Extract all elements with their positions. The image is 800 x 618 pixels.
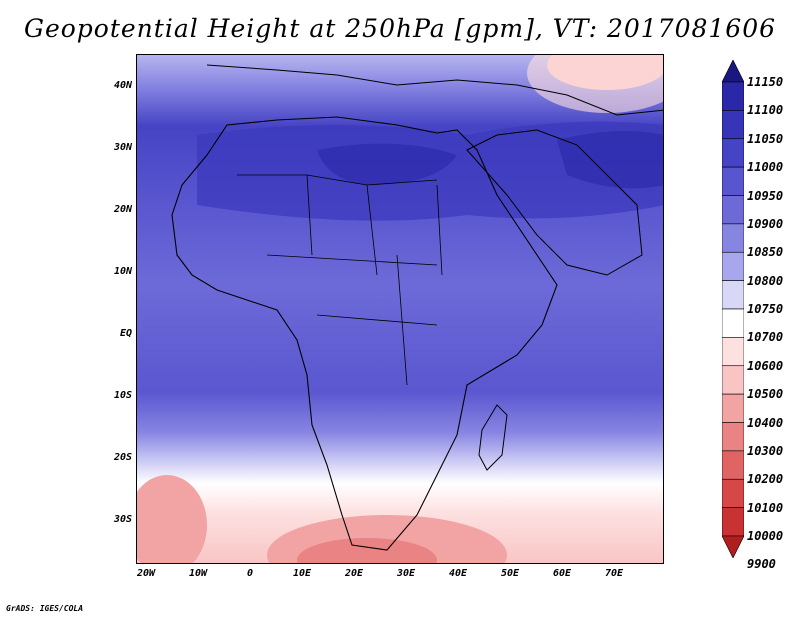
- low-north-outer: [527, 55, 663, 113]
- colorbar-label: 10950: [747, 188, 784, 203]
- colorbar-swatch: [722, 422, 744, 452]
- high-core-sahara: [317, 143, 457, 185]
- colorbar-swatch: [722, 365, 744, 395]
- colorbar-label: 10000: [747, 529, 784, 543]
- map-title: Geopotential Height at 250hPa [gpm], VT:…: [23, 14, 777, 43]
- colorbar-label: 10200: [747, 472, 784, 487]
- lon-label: 70E: [604, 568, 624, 579]
- colorbar-label: 10700: [747, 330, 784, 345]
- low-southwest: [137, 475, 207, 563]
- lat-label: 10S: [113, 390, 132, 401]
- low-south-core: [297, 538, 437, 563]
- colorbar-swatch: [722, 280, 744, 310]
- colorbar-label: 10850: [747, 245, 784, 260]
- colorbar-swatch: [722, 308, 744, 338]
- lon-label: 40E: [448, 568, 468, 579]
- colorbar-swatch: [722, 251, 744, 281]
- lat-label: EQ: [119, 328, 132, 339]
- height-field: [137, 55, 663, 563]
- lat-label: 40N: [113, 80, 132, 91]
- colorbar-swatch: [722, 337, 744, 367]
- africa-coastline: [171, 116, 558, 551]
- lat-label: 30N: [113, 142, 132, 153]
- arabia-coastline: [466, 129, 643, 276]
- colorbar-label: 11050: [747, 131, 784, 146]
- lon-label: 50E: [500, 568, 520, 579]
- colorbar-label: 11150: [747, 75, 784, 89]
- colorbar-swatch: [722, 223, 744, 253]
- colorbar-label: 11100: [747, 103, 784, 118]
- madagascar-coastline: [478, 404, 508, 471]
- lat-label: 10N: [113, 266, 132, 277]
- colorbar-label: 10800: [747, 273, 784, 288]
- colorbar-swatch: [722, 478, 744, 508]
- footer-credit: GrADS: IGES/COLA: [6, 604, 84, 613]
- colorbar-label: 11000: [747, 160, 784, 175]
- lon-label: 60E: [552, 568, 572, 579]
- colorbar-label: 10500: [747, 387, 784, 402]
- lon-label: 20E: [344, 568, 364, 579]
- colorbar-swatch: [722, 507, 744, 537]
- colorbar-label: 10300: [747, 443, 784, 458]
- colorbar-label: 10100: [747, 500, 784, 515]
- colorbar: [722, 60, 744, 558]
- colorbar-swatch: [722, 393, 744, 423]
- colorbar-swatch: [722, 195, 744, 225]
- colorbar-label: 10400: [747, 415, 784, 430]
- colorbar-label: 10750: [747, 302, 784, 316]
- lon-label: 10W: [188, 568, 208, 579]
- high-core-asia: [557, 131, 663, 189]
- lon-label: 30E: [396, 568, 416, 579]
- lon-label: 0: [246, 568, 254, 579]
- colorbar-label: 9900: [747, 557, 776, 572]
- lat-label: 20N: [113, 204, 132, 215]
- colorbar-label: 10600: [747, 358, 784, 373]
- lat-label: 20S: [113, 452, 132, 463]
- map-panel: [136, 54, 664, 564]
- colorbar-swatch: [722, 535, 744, 558]
- lat-label: 30S: [113, 514, 132, 525]
- colorbar-swatch: [722, 450, 744, 480]
- colorbar-swatch: [722, 60, 744, 83]
- country-borders: [237, 174, 443, 386]
- colorbar-swatch: [722, 110, 744, 140]
- colorbar-swatch: [722, 138, 744, 168]
- colorbar-swatch: [722, 166, 744, 196]
- europe-coastline: [206, 64, 663, 116]
- lon-label: 20W: [136, 568, 156, 579]
- colorbar-swatch: [722, 81, 744, 111]
- colorbar-label: 10900: [747, 216, 784, 231]
- lon-label: 10E: [292, 568, 312, 579]
